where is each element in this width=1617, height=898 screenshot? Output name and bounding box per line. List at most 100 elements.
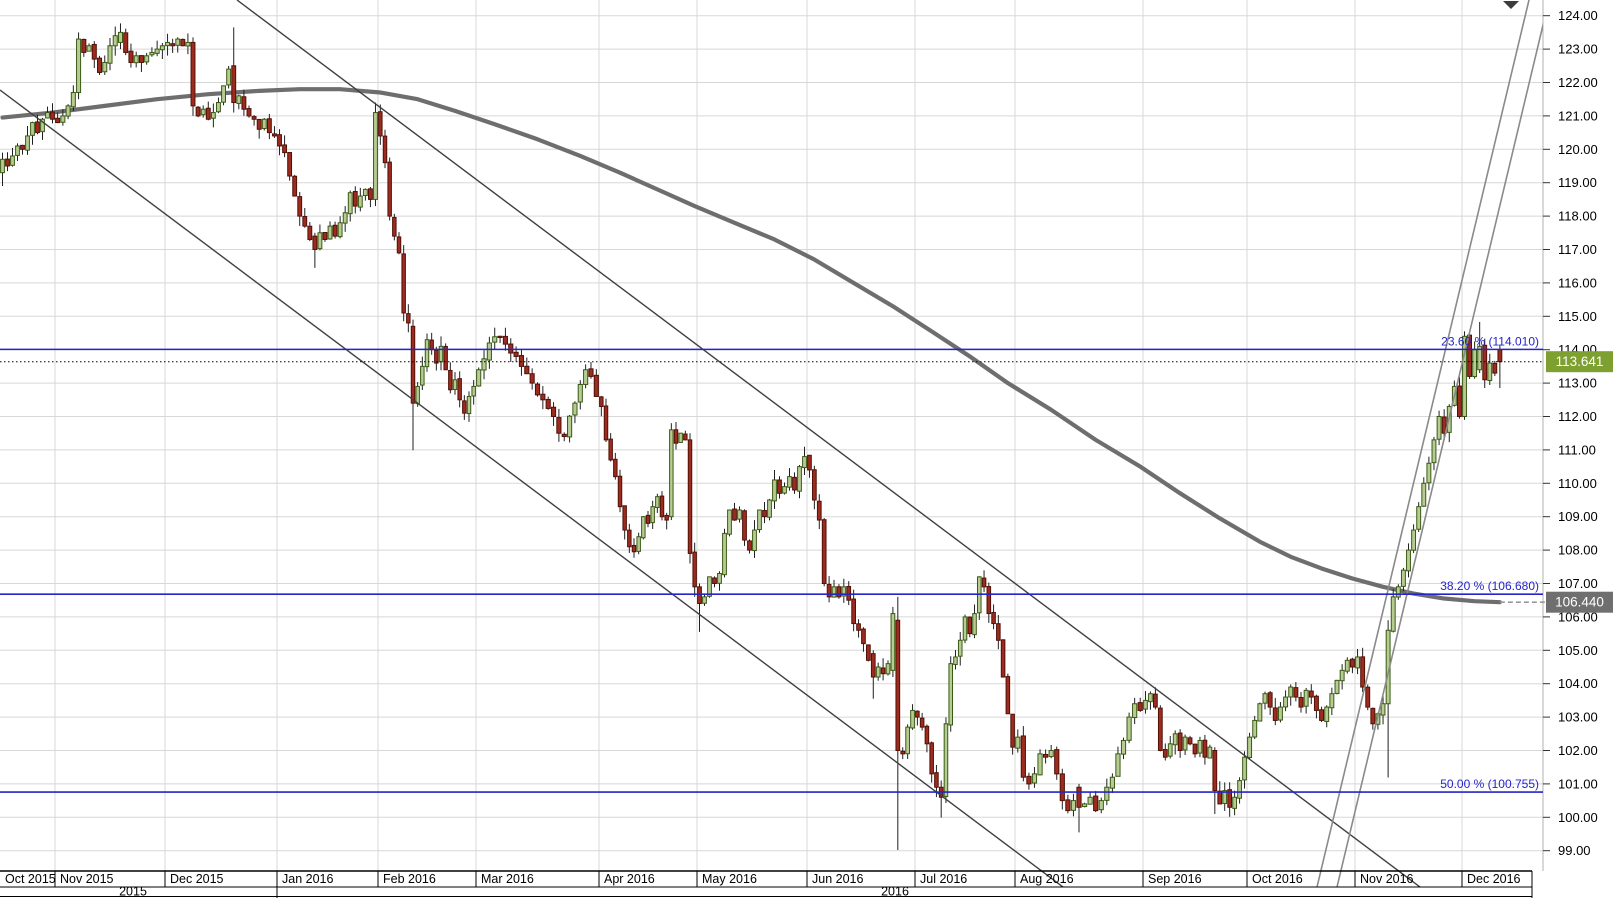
- price-tick-label: 107.00: [1558, 576, 1598, 591]
- grid-layer: [0, 0, 1544, 871]
- candle-body: [996, 623, 1001, 641]
- candle-body: [382, 135, 388, 164]
- candle-body: [875, 666, 881, 678]
- scroll-marker[interactable]: [1503, 1, 1519, 9]
- candle-body: [1400, 569, 1406, 587]
- candle-body: [802, 456, 807, 469]
- candle-body: [1329, 693, 1335, 709]
- candle-body: [910, 709, 915, 729]
- candle-body: [387, 161, 392, 217]
- trendline-ascending-steep-left[interactable]: [1316, 0, 1530, 887]
- candle-body: [1212, 749, 1218, 792]
- candle-body: [272, 133, 277, 137]
- candle-body: [870, 653, 876, 678]
- candle-body: [5, 158, 10, 167]
- candle-body: [613, 458, 618, 478]
- candle-body: [1267, 692, 1273, 708]
- candle-body: [50, 111, 55, 120]
- candle-body: [466, 395, 472, 415]
- candle-body: [1232, 796, 1237, 809]
- trendline-channel-down-lower[interactable]: [0, 89, 1064, 887]
- moving-average-line[interactable]: [0, 87, 1547, 605]
- candle-body: [1242, 756, 1247, 781]
- candle-body: [807, 454, 812, 471]
- candle-body: [669, 429, 674, 518]
- candle-body: [1162, 749, 1168, 758]
- candle-body: [1319, 709, 1325, 721]
- candle-body: [1288, 686, 1294, 698]
- candle-body: [513, 351, 519, 357]
- candle-body: [1192, 743, 1198, 755]
- candle-body: [1313, 695, 1319, 711]
- candle-body: [312, 235, 318, 250]
- candle-body: [545, 398, 551, 409]
- candle-body: [967, 616, 973, 635]
- candle-body: [972, 613, 977, 636]
- candle-body: [556, 417, 562, 434]
- candle-body: [717, 572, 722, 584]
- fib-label: 23.60 % (114.010): [1441, 334, 1539, 348]
- candle-body: [332, 224, 338, 237]
- candle-body: [831, 586, 837, 598]
- trendline-channel-down-upper[interactable]: [236, 0, 1421, 887]
- price-tick-label: 124.00: [1558, 8, 1598, 23]
- candle-body: [1308, 690, 1314, 698]
- month-label: May 2016: [702, 872, 757, 886]
- moving-average[interactable]: [0, 87, 1502, 605]
- candle-body: [292, 175, 298, 197]
- candle-body: [627, 529, 632, 548]
- candle-body: [1416, 506, 1422, 530]
- candle-body: [622, 505, 627, 531]
- candle-body: [76, 38, 82, 94]
- candle-body: [297, 196, 303, 217]
- candle-body: [112, 35, 118, 47]
- candle-body: [683, 433, 688, 441]
- candle-body: [1120, 739, 1127, 755]
- candle-body: [529, 373, 535, 384]
- year-label: 2015: [119, 885, 147, 898]
- candle-body: [497, 335, 503, 338]
- down-triangle-icon[interactable]: [1503, 1, 1519, 9]
- candle-body: [1380, 703, 1386, 716]
- price-tick-label: 104.00: [1558, 676, 1598, 691]
- candle-body: [322, 232, 328, 240]
- candle-body: [885, 663, 891, 675]
- candle-body: [1098, 800, 1104, 811]
- candle-body: [1421, 482, 1427, 507]
- candle-body: [502, 335, 508, 345]
- candle-body: [524, 365, 530, 375]
- fibonacci-layer[interactable]: 23.60 % (114.010) 38.20 % (106.680) 50.00 …: [0, 334, 1543, 793]
- candle-body: [401, 253, 406, 314]
- candle-body: [1472, 349, 1478, 378]
- month-label: Oct 2015: [5, 872, 56, 886]
- candle-body: [462, 400, 467, 414]
- trendlines-layer[interactable]: [0, 0, 1549, 887]
- price-tick-label: 118.00: [1558, 209, 1597, 224]
- price-tick-label: 123.00: [1558, 42, 1598, 57]
- candle-body: [102, 61, 108, 73]
- month-label: Nov 2015: [60, 872, 114, 886]
- candle-body: [550, 406, 557, 417]
- candle-body: [1390, 596, 1396, 632]
- month-label: Dec 2015: [170, 872, 224, 886]
- candle-body: [948, 663, 953, 726]
- candle-body: [1137, 702, 1143, 711]
- fib-label: 38.20 % (106.680): [1440, 579, 1539, 593]
- candle-body: [762, 510, 767, 518]
- candle-body: [231, 65, 237, 104]
- candle-body: [1247, 736, 1253, 758]
- candle-body: [1262, 693, 1268, 704]
- candle-body: [406, 313, 411, 324]
- candle-body: [342, 212, 348, 224]
- trendline-ascending-steep-right[interactable]: [1336, 0, 1549, 887]
- candle-body: [60, 115, 66, 123]
- candle-body: [373, 112, 378, 200]
- candle-body: [1132, 703, 1138, 719]
- candle-body: [368, 188, 373, 200]
- candle-body: [302, 216, 308, 227]
- candle-body: [30, 122, 35, 136]
- candle-body: [1237, 780, 1242, 799]
- candle-body: [246, 108, 252, 117]
- candle-body: [307, 225, 313, 240]
- candle-body: [25, 135, 30, 151]
